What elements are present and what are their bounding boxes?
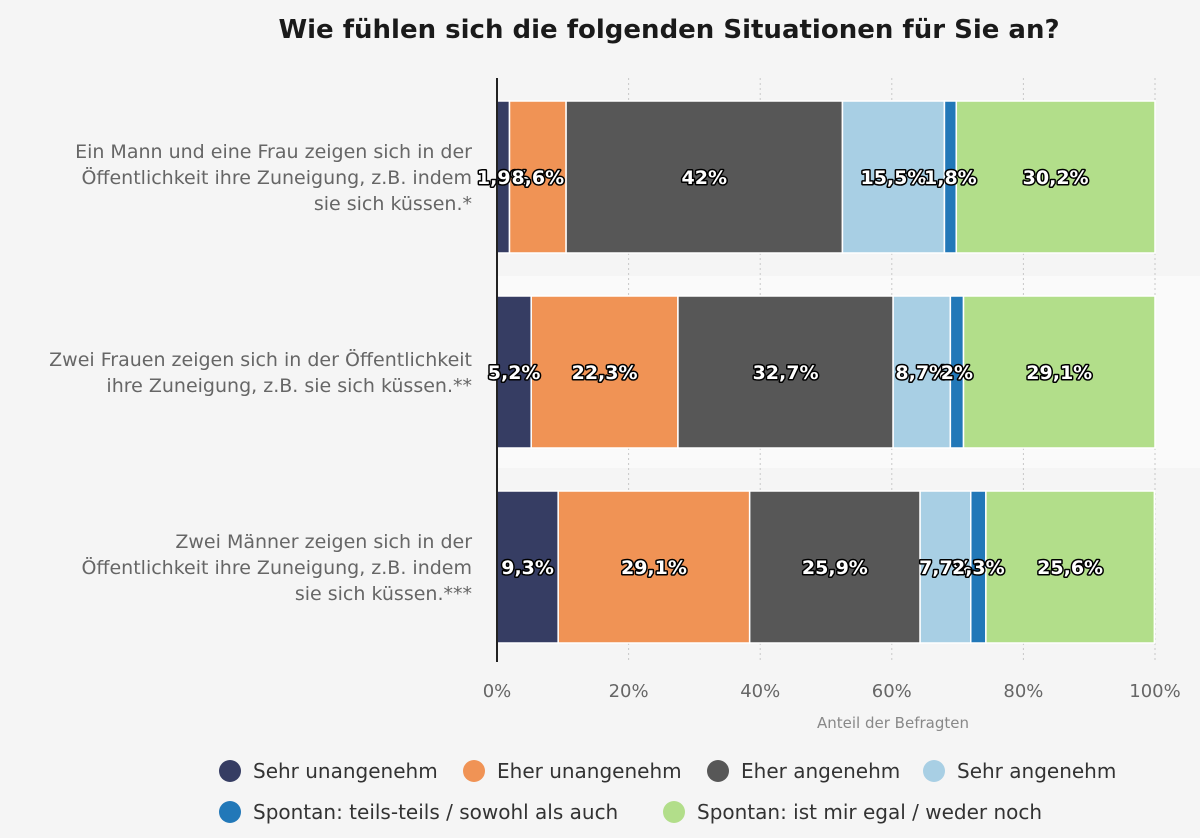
axes: 0% 20% 40% 60% 80% 100% xyxy=(483,78,1181,702)
x-tick-label: 80% xyxy=(1003,681,1043,702)
legend-item[interactable]: Spontan: ist mir egal / weder noch xyxy=(663,800,1042,824)
x-axis-title: Anteil der Befragten xyxy=(817,714,969,732)
data-label: 2% xyxy=(941,362,973,384)
bar-segments xyxy=(496,100,1156,644)
bar-segment xyxy=(955,100,1156,254)
bar-segment xyxy=(677,295,894,449)
legend-label: Spontan: ist mir egal / weder noch xyxy=(697,800,1042,824)
bar-segment xyxy=(508,100,567,254)
bar-segment xyxy=(557,490,751,644)
legend-label: Spontan: teils-teils / sowohl als auch xyxy=(253,800,618,824)
bar-segment xyxy=(962,295,1156,449)
data-label: 8,6% xyxy=(511,167,564,189)
data-label: 30,2% xyxy=(1023,167,1089,189)
x-tick-label: 0% xyxy=(483,681,512,702)
legend-label: Sehr unangenehm xyxy=(253,759,438,783)
data-label: 29,1% xyxy=(1026,362,1092,384)
data-label: 2,3% xyxy=(952,557,1005,579)
legend-label: Sehr angenehm xyxy=(957,759,1116,783)
x-tick-label: 60% xyxy=(872,681,912,702)
data-label: 5,2% xyxy=(488,362,541,384)
legend-swatch xyxy=(923,760,945,782)
data-labels: 1,9%8,6% 42% 15,5%1,8% 30,2% 5,2% 22,3% 32,7% 8… xyxy=(475,166,1104,581)
category-label: Zwei Männer zeigen sich in der Öffentlich… xyxy=(81,531,472,605)
bar-segment xyxy=(496,490,559,644)
data-label: 25,9% xyxy=(802,557,868,579)
legend-label: Eher angenehm xyxy=(741,759,900,783)
data-label: 9,3% xyxy=(501,557,554,579)
data-label: 25,6% xyxy=(1037,557,1103,579)
legend-label: Eher unangenehm xyxy=(497,759,682,783)
x-tick-label: 100% xyxy=(1129,681,1180,702)
legend-swatch xyxy=(663,801,685,823)
x-tick-label: 40% xyxy=(740,681,780,702)
data-label: 1,9% xyxy=(477,167,530,189)
data-label: 22,3% xyxy=(572,362,638,384)
data-label: 1,8% xyxy=(924,167,977,189)
bar-segment xyxy=(530,295,679,449)
category-label: Ein Mann und eine Frau zeigen sich in de… xyxy=(75,141,472,215)
bar-segment xyxy=(985,490,1156,644)
data-label: 42% xyxy=(682,167,727,189)
data-label: 7,7% xyxy=(919,557,972,579)
legend-swatch xyxy=(463,760,485,782)
bar-segment xyxy=(565,100,844,254)
legend: Sehr unangenehm Eher unangenehm Eher angen… xyxy=(219,759,1116,824)
bar-segment xyxy=(892,295,952,449)
chart-title: Wie fühlen sich die folgenden Situatione… xyxy=(278,15,1059,45)
category-label: Zwei Frauen zeigen sich in der Öffentlic… xyxy=(49,348,472,397)
x-tick-label: 20% xyxy=(609,681,649,702)
legend-swatch xyxy=(219,760,241,782)
data-label: 8,7% xyxy=(895,362,948,384)
legend-item[interactable]: Spontan: teils-teils / sowohl als auch xyxy=(219,800,618,824)
legend-item[interactable]: Eher unangenehm xyxy=(463,759,682,783)
legend-item[interactable]: Eher angenehm xyxy=(707,759,900,783)
legend-swatch xyxy=(707,760,729,782)
data-label: 32,7% xyxy=(753,362,819,384)
data-label: 29,1% xyxy=(621,557,687,579)
data-label: 15,5% xyxy=(860,167,926,189)
legend-item[interactable]: Sehr angenehm xyxy=(923,759,1116,783)
legend-swatch xyxy=(219,801,241,823)
category-labels: Ein Mann und eine Frau zeigen sich in de… xyxy=(49,141,472,605)
legend-item[interactable]: Sehr unangenehm xyxy=(219,759,438,783)
